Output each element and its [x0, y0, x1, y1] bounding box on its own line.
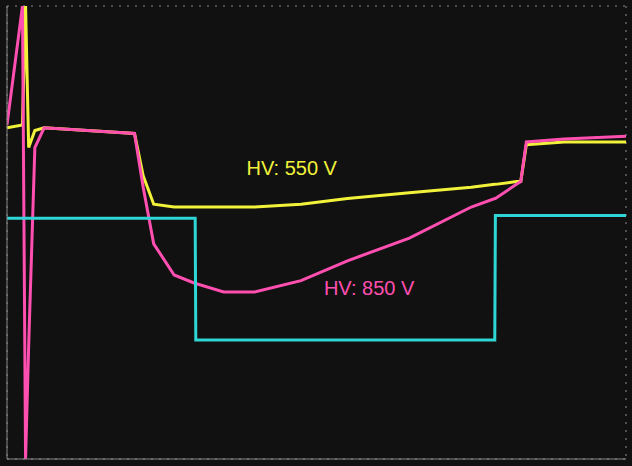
svg-text:HV: 850 V: HV: 850 V: [324, 277, 415, 299]
svg-text:HV: 550 V: HV: 550 V: [247, 157, 338, 179]
